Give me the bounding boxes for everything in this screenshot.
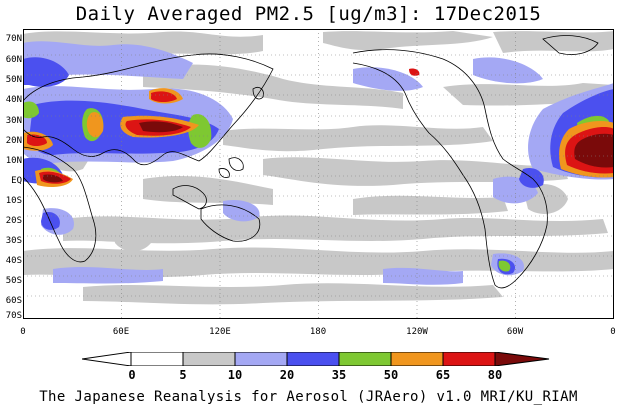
colorbar-segment-0-5 bbox=[130, 352, 184, 366]
colorbar-tick-50: 50 bbox=[383, 368, 399, 382]
pm25-band-5-10 bbox=[23, 31, 614, 305]
lat-label-30s: 30S bbox=[5, 236, 22, 246]
colorbar-segment-65-80 bbox=[442, 352, 496, 366]
colorbar-segment-35-50 bbox=[338, 352, 392, 366]
pm25-band-above-80 bbox=[43, 121, 614, 183]
colorbar-segment-below-0 bbox=[82, 352, 132, 366]
lat-label-70s: 70S bbox=[5, 311, 22, 321]
lat-label-20s: 20S bbox=[5, 216, 22, 226]
lat-label-20n: 20N bbox=[5, 136, 22, 146]
colorbar-segment-10-20 bbox=[234, 352, 288, 366]
colorbar-tick-80: 80 bbox=[487, 368, 503, 382]
lat-label-50n: 50N bbox=[5, 75, 22, 85]
colorbar-tick-10: 10 bbox=[227, 368, 243, 382]
colorbar-tick-5: 5 bbox=[179, 368, 187, 382]
lat-label-10n: 10N bbox=[5, 156, 22, 166]
lon-label-0-right: 0 bbox=[610, 327, 616, 337]
lon-label-120w: 120W bbox=[406, 327, 428, 337]
map-title: Daily Averaged PM2.5 [ug/m3]: 17Dec2015 bbox=[75, 3, 542, 25]
lat-label-eq: EQ bbox=[11, 176, 22, 186]
credit-line: The Japanese Reanalysis for Aerosol (JRA… bbox=[39, 389, 578, 405]
lat-label-60n: 60N bbox=[5, 55, 22, 65]
colorbar-segment-above-80 bbox=[494, 352, 550, 366]
map-gridlines bbox=[23, 29, 614, 319]
lat-label-40n: 40N bbox=[5, 95, 22, 105]
colorbar-tick-20: 20 bbox=[279, 368, 295, 382]
colorbar-tick-35: 35 bbox=[331, 368, 347, 382]
lat-label-30n: 30N bbox=[5, 116, 22, 126]
colorbar-segment-20-35 bbox=[286, 352, 340, 366]
lat-label-60s: 60S bbox=[5, 296, 22, 306]
lon-label-120e: 120E bbox=[209, 327, 231, 337]
lat-label-10s: 10S bbox=[5, 196, 22, 206]
lat-label-50s: 50S bbox=[5, 276, 22, 286]
pm25-map bbox=[23, 29, 614, 319]
lon-label-180: 180 bbox=[309, 327, 327, 337]
lat-label-70n: 70N bbox=[5, 34, 22, 44]
colorbar-segment-5-10 bbox=[182, 352, 236, 366]
coastlines bbox=[23, 35, 599, 289]
lon-label-60w: 60W bbox=[506, 327, 524, 337]
lat-label-40s: 40S bbox=[5, 256, 22, 266]
colorbar-tick-65: 65 bbox=[435, 368, 451, 382]
colorbar-tick-0: 0 bbox=[128, 368, 136, 382]
lon-label-0-left: 0 bbox=[20, 327, 26, 337]
colorbar-segment-50-65 bbox=[390, 352, 444, 366]
lon-label-60e: 60E bbox=[112, 327, 130, 337]
colorbar bbox=[82, 352, 550, 366]
